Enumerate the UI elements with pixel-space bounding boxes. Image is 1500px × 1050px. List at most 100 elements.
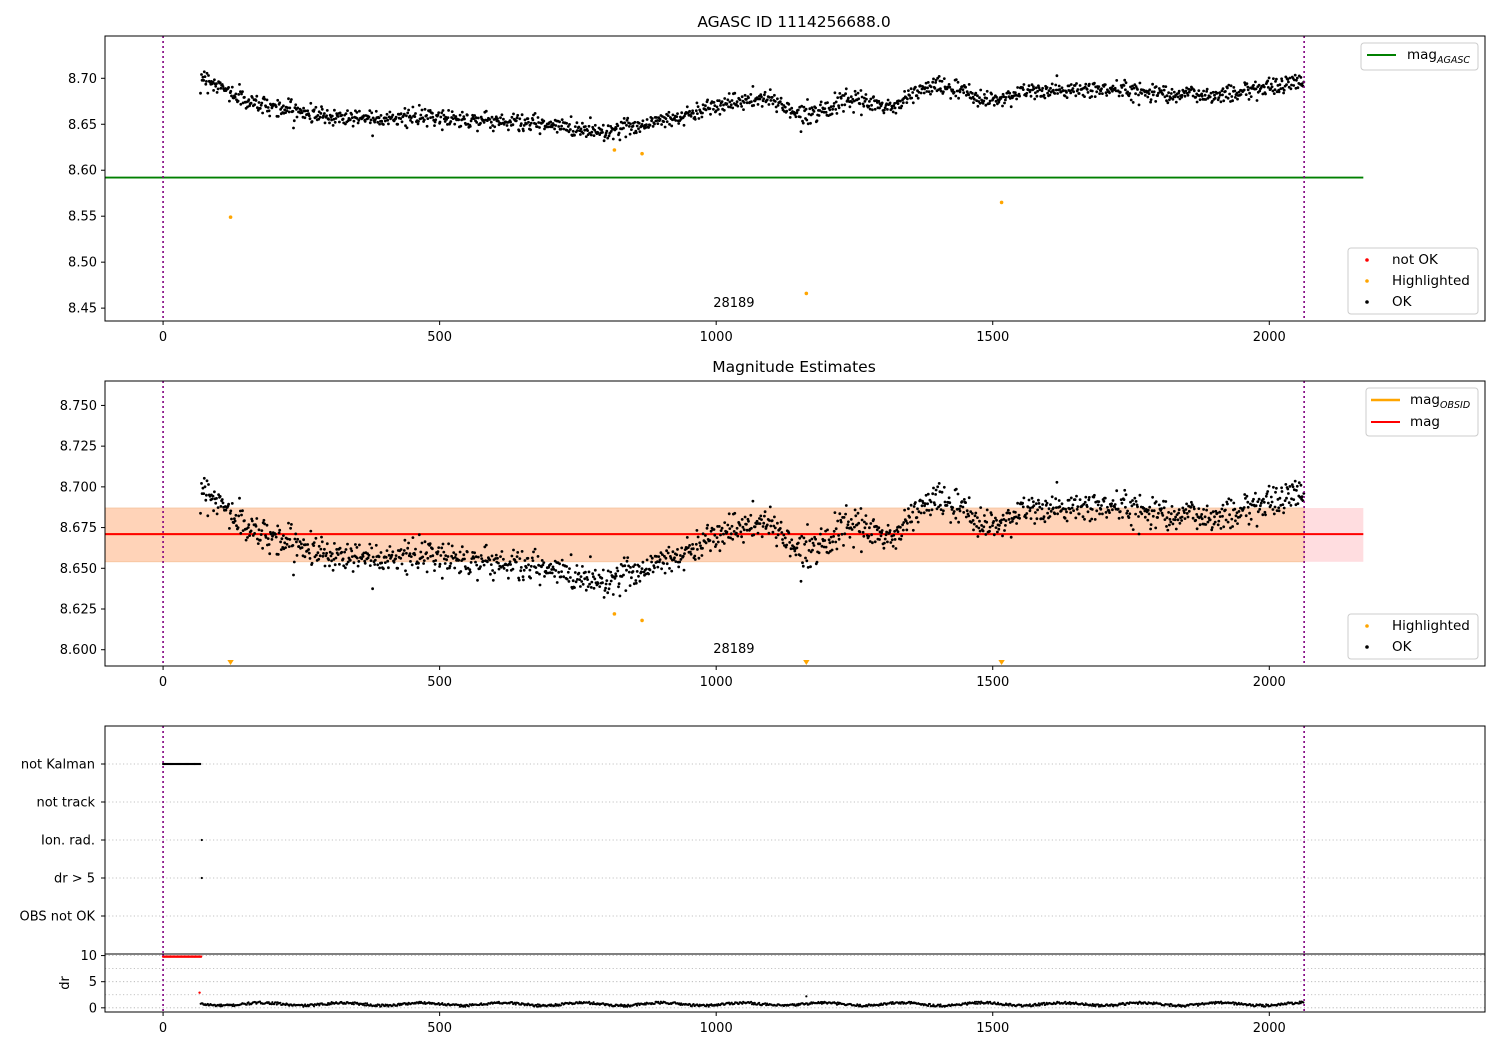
magnitude-axes-frame [104, 380, 1486, 667]
ok-point [1152, 509, 1156, 513]
ok-point [517, 576, 520, 580]
ok-point [1067, 498, 1071, 502]
dr-ok-point [464, 1005, 467, 1008]
ok-point [869, 522, 873, 525]
ok-point [400, 120, 404, 124]
ok-point [565, 121, 568, 125]
flags-points-group [162, 762, 203, 880]
ok-point [421, 116, 425, 120]
ok-point [988, 525, 992, 529]
ok-point [1001, 104, 1004, 108]
ok-point [770, 519, 774, 522]
ok-point [951, 506, 955, 509]
ok-point [1280, 490, 1284, 493]
ok-point [541, 563, 545, 567]
ok-point [673, 116, 676, 120]
ok-point [1157, 87, 1161, 90]
ok-point [972, 528, 975, 532]
ok-point [783, 536, 787, 540]
ok-point [1269, 504, 1273, 507]
ok-point [1128, 512, 1132, 516]
ok-point [247, 523, 251, 527]
ok-point [773, 515, 776, 519]
ok-point [1151, 82, 1154, 86]
dr-ok-point [1196, 1002, 1199, 1006]
y-tick-label: 8.650 [60, 562, 97, 577]
ok-point [815, 560, 819, 564]
ok-point [1033, 522, 1037, 525]
ok-point [302, 106, 305, 110]
ok-point [1003, 529, 1006, 532]
ok-point [440, 576, 444, 580]
ok-point [1001, 513, 1005, 517]
dr-ok-point [752, 1003, 755, 1006]
ok-point [240, 513, 243, 517]
ok-point [496, 556, 499, 560]
ok-point [243, 95, 246, 99]
ok-point [767, 103, 771, 106]
ok-point [779, 96, 783, 100]
ok-point [1284, 483, 1288, 486]
ok-point [649, 554, 653, 558]
ok-point [938, 490, 942, 494]
dr-y-axis-label: dr [58, 976, 73, 990]
ok-point [280, 537, 284, 541]
ok-point [969, 510, 973, 514]
ok-point [1277, 90, 1281, 94]
ok-point [1169, 96, 1173, 100]
legend-mag-obsid-label: magOBSID [1410, 392, 1470, 411]
ok-point [348, 558, 352, 562]
ok-point [670, 569, 674, 573]
dr-ok-point [362, 1002, 365, 1005]
ok-point [717, 99, 721, 102]
ok-point [338, 120, 341, 124]
ok-point [216, 506, 220, 509]
ok-point [439, 554, 443, 557]
ok-point [206, 91, 210, 95]
ok-point [956, 80, 960, 84]
ok-point [628, 132, 632, 136]
ok-point [835, 112, 839, 115]
ok-point [373, 118, 377, 121]
dr-ok-point [1233, 1003, 1236, 1006]
ok-point [579, 585, 582, 588]
dr-ok-point [458, 1004, 461, 1007]
ok-point [780, 531, 784, 534]
ok-point [893, 106, 897, 110]
ok-point [740, 535, 743, 539]
ok-point [716, 540, 720, 544]
ok-point [1286, 487, 1290, 491]
ok-point [1054, 88, 1058, 92]
dr-ok-point [966, 1003, 969, 1006]
ok-point [992, 533, 996, 537]
ok-point [271, 534, 274, 538]
ok-point [1172, 509, 1176, 513]
ok-point [988, 529, 991, 533]
ok-point [1163, 95, 1167, 99]
ok-point [1052, 88, 1055, 92]
ok-point [441, 542, 445, 546]
ok-point [1242, 506, 1246, 509]
ok-point [1113, 505, 1116, 509]
ok-point [1146, 95, 1150, 99]
ok-point [349, 547, 353, 550]
ok-point [1021, 505, 1025, 509]
ok-point [569, 553, 573, 557]
ok-point [1111, 508, 1114, 512]
ok-point [789, 547, 793, 551]
ok-point [510, 115, 514, 119]
ok-point [493, 125, 497, 129]
ok-point [1124, 505, 1127, 509]
ok-point [239, 531, 243, 535]
ok-point [1140, 92, 1144, 95]
ok-point [1108, 91, 1111, 95]
ok-point [1229, 498, 1233, 502]
ok-point [822, 110, 826, 114]
ok-point [976, 535, 980, 538]
ok-point [655, 116, 658, 119]
ok-point [981, 529, 985, 533]
ok-point [608, 582, 612, 586]
ok-point [514, 119, 518, 123]
ok-point [414, 547, 417, 551]
ok-point [909, 87, 913, 91]
